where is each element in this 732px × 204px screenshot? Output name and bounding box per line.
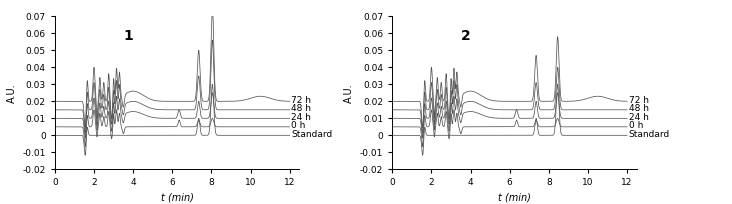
- Text: 48 h: 48 h: [629, 104, 649, 113]
- X-axis label: t (min): t (min): [498, 193, 531, 203]
- Text: 1: 1: [124, 29, 133, 43]
- Text: Standard: Standard: [629, 130, 670, 139]
- Text: 72 h: 72 h: [291, 96, 311, 105]
- Text: 48 h: 48 h: [291, 104, 311, 113]
- Text: 24 h: 24 h: [291, 113, 311, 122]
- Text: 72 h: 72 h: [629, 96, 649, 105]
- Y-axis label: A.U.: A.U.: [7, 83, 17, 103]
- Text: 0 h: 0 h: [629, 121, 643, 131]
- Y-axis label: A.U.: A.U.: [344, 83, 354, 103]
- X-axis label: t (min): t (min): [161, 193, 193, 203]
- Text: Standard: Standard: [291, 130, 332, 139]
- Text: 2: 2: [461, 29, 471, 43]
- Text: 24 h: 24 h: [629, 113, 649, 122]
- Text: 0 h: 0 h: [291, 121, 305, 131]
